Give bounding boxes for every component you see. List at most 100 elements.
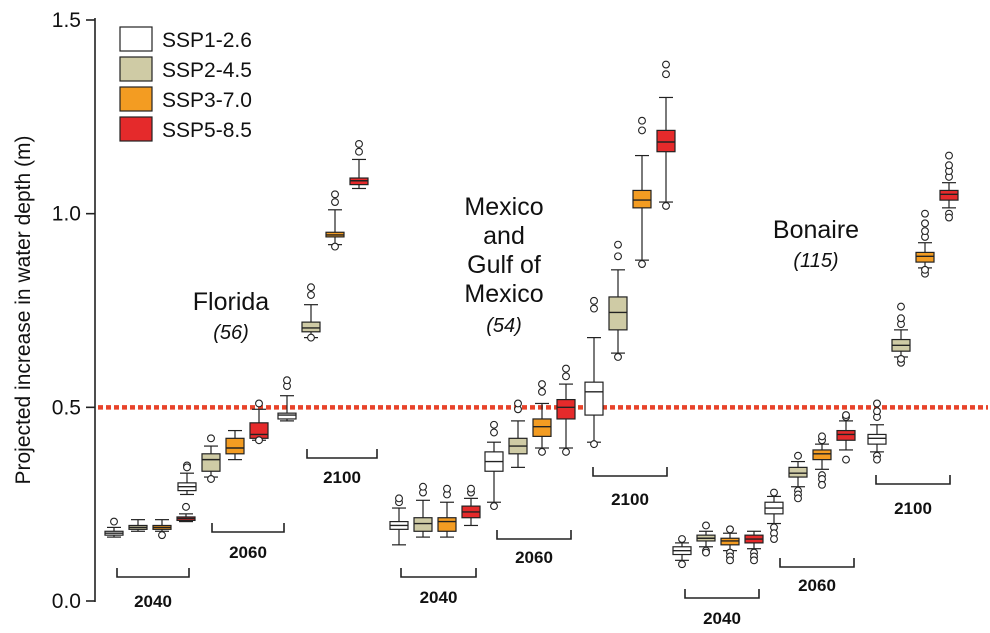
outlier-point xyxy=(490,428,498,437)
box-iqr xyxy=(867,433,887,445)
outlier-point xyxy=(678,560,686,569)
region-name: Mexico xyxy=(464,280,543,308)
year-label: 2060 xyxy=(229,543,267,562)
outlier-point xyxy=(794,451,802,460)
year-label: 2040 xyxy=(703,609,741,628)
year-bracket xyxy=(684,589,760,599)
outlier-point xyxy=(514,399,522,408)
box-iqr xyxy=(277,412,297,420)
year-bracket xyxy=(306,449,378,459)
box-florida-2040-ssp1-2.6 xyxy=(104,517,124,538)
outlier-point xyxy=(750,556,758,565)
legend: SSP1-2.6 SSP2-4.5 SSP3-7.0 SSP5-8.5 xyxy=(119,26,252,142)
box-florida-2060-ssp2-4.5 xyxy=(201,434,221,483)
outlier-point xyxy=(945,161,953,170)
box-florida-2100-ssp1-2.6 xyxy=(277,376,297,422)
outlier-point xyxy=(945,213,953,222)
legend-label: SSP3-7.0 xyxy=(162,89,252,112)
box-iqr xyxy=(788,466,808,478)
year-bracket xyxy=(211,523,285,533)
outlier-point xyxy=(490,502,498,511)
outlier-point xyxy=(307,283,315,292)
outlier-point xyxy=(562,372,570,381)
outlier-point xyxy=(467,484,475,493)
y-tick-label: 1.0 xyxy=(52,203,81,226)
year-label: 2060 xyxy=(798,576,836,595)
region-name: and xyxy=(483,222,525,250)
outlier-point xyxy=(590,440,598,449)
box-florida-2040-ssp5-8.5 xyxy=(176,502,196,523)
outlier-point xyxy=(255,399,263,408)
outlier-point xyxy=(443,484,451,493)
box-iqr xyxy=(413,517,433,532)
outlier-point xyxy=(614,252,622,261)
year-bracket xyxy=(400,568,477,578)
outlier-point xyxy=(207,434,215,443)
outlier-point xyxy=(355,139,363,148)
box-mexico-and-gulf-of-mexico-2040-ssp1-2.6 xyxy=(389,494,409,546)
legend-swatch-ssp2-4.5 xyxy=(119,56,153,82)
box-mexico-and-gulf-of-mexico-2100-ssp5-8.5 xyxy=(656,60,676,210)
region-name: Mexico xyxy=(464,193,543,221)
box-mexico-and-gulf-of-mexico-2060-ssp2-4.5 xyxy=(508,399,528,468)
outlier-point xyxy=(770,535,778,543)
outlier-point xyxy=(182,502,190,511)
box-florida-2060-ssp5-8.5 xyxy=(249,399,269,445)
box-florida-2100-ssp2-4.5 xyxy=(301,283,321,342)
box-iqr xyxy=(437,517,457,532)
box-mexico-and-gulf-of-mexico-2060-ssp3-7.0 xyxy=(532,380,552,456)
outlier-point xyxy=(307,291,315,299)
box-mexico-and-gulf-of-mexico-2100-ssp3-7.0 xyxy=(632,116,652,268)
year-bracket xyxy=(875,475,951,485)
outlier-point xyxy=(702,548,710,557)
legend-label: SSP1-2.6 xyxy=(162,29,252,52)
outlier-point xyxy=(818,432,826,441)
outlier-point xyxy=(614,240,622,249)
year-label: 2060 xyxy=(515,548,553,567)
box-florida-2060-ssp1-2.6 xyxy=(177,461,197,496)
annotation-layer: 2040 2060 2100 Florida (56) 2040 2060 2100 Mexic… xyxy=(116,193,951,628)
outlier-point xyxy=(590,296,598,305)
box-florida-2060-ssp3-7.0 xyxy=(225,429,245,461)
box-mexico-and-gulf-of-mexico-2040-ssp3-7.0 xyxy=(437,484,457,538)
box-florida-2100-ssp3-7.0 xyxy=(325,190,345,251)
box-iqr xyxy=(532,418,552,437)
box-iqr xyxy=(608,296,628,331)
box-bonaire-2100-ssp2-4.5 xyxy=(891,302,911,367)
y-axis: 0.0 0.5 1.0 1.5 Projected increase in water … xyxy=(12,9,96,613)
outlier-point xyxy=(331,198,339,206)
outlier-point xyxy=(183,463,191,472)
box-bonaire-2060-ssp5-8.5 xyxy=(836,411,856,464)
box-bonaire-2100-ssp5-8.5 xyxy=(939,151,959,222)
box-florida-2040-ssp2-4.5 xyxy=(128,519,148,532)
outlier-point xyxy=(842,411,850,420)
outlier-point xyxy=(538,387,546,396)
outlier-point xyxy=(818,480,826,489)
outlier-point xyxy=(726,556,734,565)
outlier-point xyxy=(945,151,953,160)
outlier-point xyxy=(419,482,427,491)
box-iqr xyxy=(249,422,269,439)
box-iqr xyxy=(656,129,676,153)
outlier-point xyxy=(638,260,646,268)
box-mexico-and-gulf-of-mexico-2100-ssp1-2.6 xyxy=(584,296,604,449)
outlier-point xyxy=(770,488,778,497)
year-label: 2100 xyxy=(611,490,649,509)
box-iqr xyxy=(632,189,652,209)
outlier-point xyxy=(678,535,686,543)
box-iqr xyxy=(939,189,959,201)
box-iqr xyxy=(201,453,221,472)
y-tick-label: 0.0 xyxy=(52,590,81,613)
box-iqr xyxy=(812,449,832,461)
outlier-point xyxy=(283,376,291,385)
legend-label: SSP5-8.5 xyxy=(162,119,252,142)
region-name: Bonaire xyxy=(773,216,859,244)
box-bonaire-2060-ssp3-7.0 xyxy=(812,432,832,489)
outlier-point xyxy=(331,190,339,199)
legend-swatch-ssp3-7.0 xyxy=(119,86,153,112)
box-layer xyxy=(104,60,959,569)
outlier-point xyxy=(158,531,166,540)
region-sample-count: (54) xyxy=(486,315,522,337)
